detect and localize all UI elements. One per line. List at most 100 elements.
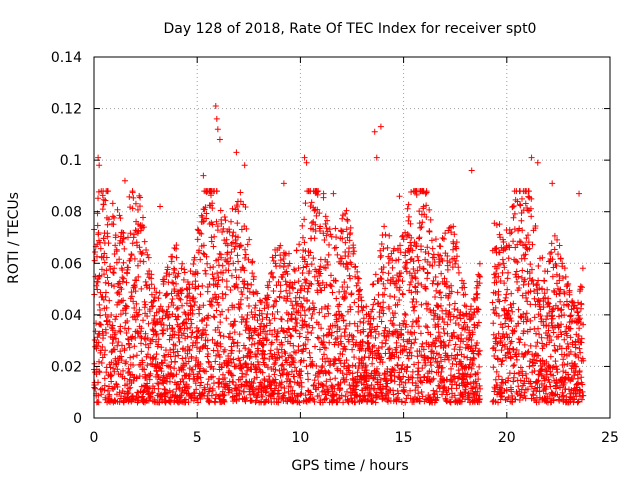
data-point bbox=[299, 222, 306, 229]
data-point bbox=[492, 274, 499, 281]
data-point bbox=[196, 310, 203, 317]
data-point bbox=[134, 206, 141, 213]
data-point bbox=[321, 351, 328, 358]
data-point bbox=[114, 366, 121, 373]
data-point bbox=[137, 194, 144, 201]
data-point bbox=[234, 284, 241, 291]
data-point bbox=[521, 255, 528, 262]
data-point bbox=[249, 335, 256, 342]
data-point bbox=[152, 356, 159, 363]
data-point bbox=[245, 256, 252, 263]
data-point bbox=[298, 287, 305, 294]
data-point bbox=[209, 221, 216, 228]
data-point bbox=[174, 348, 181, 355]
data-point bbox=[164, 375, 171, 382]
data-point bbox=[145, 254, 152, 261]
data-point bbox=[349, 336, 356, 343]
data-point bbox=[335, 395, 342, 402]
data-point bbox=[161, 353, 168, 360]
data-point bbox=[104, 313, 111, 320]
data-point bbox=[241, 254, 248, 261]
data-point bbox=[557, 298, 564, 305]
data-point bbox=[98, 360, 105, 367]
data-point bbox=[517, 336, 524, 343]
x-tick-label: 5 bbox=[193, 430, 202, 446]
data-point bbox=[399, 232, 406, 239]
data-point bbox=[228, 218, 235, 225]
data-point bbox=[557, 255, 564, 262]
data-point bbox=[290, 285, 297, 292]
data-point bbox=[309, 300, 316, 307]
data-point bbox=[287, 378, 294, 385]
data-point bbox=[223, 284, 230, 291]
data-point bbox=[296, 294, 303, 301]
data-point bbox=[371, 128, 378, 135]
data-point bbox=[576, 190, 583, 197]
data-point bbox=[204, 337, 211, 344]
data-point bbox=[440, 235, 447, 242]
data-point bbox=[186, 285, 193, 292]
data-point bbox=[311, 306, 318, 313]
data-point bbox=[218, 363, 225, 370]
data-point bbox=[105, 216, 112, 223]
data-point bbox=[381, 223, 388, 230]
data-point bbox=[400, 336, 407, 343]
data-point bbox=[380, 264, 387, 271]
data-point bbox=[375, 393, 382, 400]
data-point bbox=[230, 229, 237, 236]
data-point bbox=[92, 385, 99, 392]
data-point bbox=[111, 346, 118, 353]
data-point bbox=[389, 320, 396, 327]
data-point bbox=[386, 345, 393, 352]
data-point bbox=[209, 387, 216, 394]
data-point bbox=[214, 324, 221, 331]
data-point bbox=[160, 322, 167, 329]
data-point bbox=[409, 274, 416, 281]
data-point bbox=[281, 328, 288, 335]
data-point bbox=[119, 266, 126, 273]
data-point bbox=[219, 388, 226, 395]
data-point bbox=[280, 256, 287, 263]
data-point bbox=[404, 259, 411, 266]
data-point bbox=[251, 314, 258, 321]
data-point bbox=[200, 242, 207, 249]
data-point bbox=[499, 256, 506, 263]
data-point bbox=[233, 363, 240, 370]
data-point bbox=[276, 354, 283, 361]
data-point bbox=[119, 239, 126, 246]
data-point bbox=[189, 281, 196, 288]
data-point bbox=[353, 382, 360, 389]
data-point bbox=[289, 387, 296, 394]
data-point bbox=[302, 200, 309, 207]
data-point bbox=[292, 315, 299, 322]
data-point bbox=[361, 392, 368, 399]
data-point bbox=[135, 311, 142, 318]
data-point bbox=[117, 348, 124, 355]
data-point bbox=[326, 339, 333, 346]
data-point bbox=[259, 316, 266, 323]
data-point bbox=[180, 378, 187, 385]
data-point bbox=[343, 357, 350, 364]
data-point bbox=[398, 378, 405, 385]
data-point bbox=[103, 317, 110, 324]
data-point bbox=[242, 345, 249, 352]
data-point bbox=[300, 322, 307, 329]
data-point bbox=[560, 368, 567, 375]
data-point bbox=[505, 323, 512, 330]
data-point bbox=[298, 300, 305, 307]
data-point bbox=[214, 126, 221, 133]
data-point bbox=[175, 270, 182, 277]
y-tick-label: 0.1 bbox=[60, 153, 82, 169]
y-tick-label: 0.14 bbox=[51, 50, 82, 66]
data-point bbox=[252, 353, 259, 360]
data-point bbox=[202, 327, 209, 334]
data-point bbox=[99, 206, 106, 213]
data-point bbox=[109, 213, 116, 220]
data-point bbox=[304, 370, 311, 377]
data-point bbox=[147, 337, 154, 344]
data-point bbox=[331, 360, 338, 367]
data-point bbox=[393, 328, 400, 335]
data-point bbox=[383, 333, 390, 340]
data-point bbox=[397, 242, 404, 249]
data-point bbox=[316, 392, 323, 399]
